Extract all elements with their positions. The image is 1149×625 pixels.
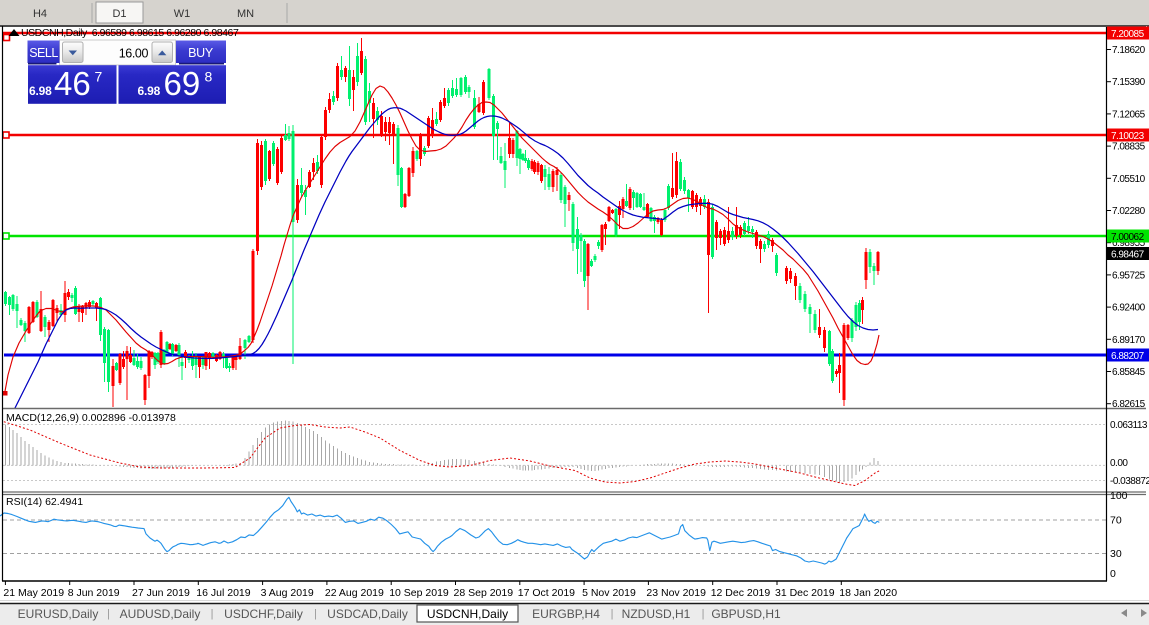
svg-text:0.00: 0.00 <box>1110 458 1128 469</box>
svg-text:AUDUSD,Daily: AUDUSD,Daily <box>120 607 201 621</box>
svg-text:7.00062: 7.00062 <box>1111 232 1145 243</box>
svg-text:7: 7 <box>95 69 103 85</box>
svg-text:21 May 2019: 21 May 2019 <box>3 587 64 599</box>
svg-text:MN: MN <box>237 8 254 20</box>
svg-text:7.20085: 7.20085 <box>1111 29 1145 40</box>
svg-text:6.85845: 6.85845 <box>1112 367 1146 378</box>
svg-text:USDCAD,Daily: USDCAD,Daily <box>327 607 408 621</box>
svg-text:SELL: SELL <box>29 46 58 60</box>
svg-text:|: | <box>611 608 614 620</box>
svg-text:69: 69 <box>164 65 201 102</box>
svg-text:5 Nov 2019: 5 Nov 2019 <box>582 587 636 599</box>
svg-text:7.08835: 7.08835 <box>1112 142 1146 153</box>
svg-text:D1: D1 <box>112 8 126 20</box>
svg-text:RSI(14) 62.4941: RSI(14) 62.4941 <box>6 496 83 508</box>
svg-text:7.05510: 7.05510 <box>1112 174 1146 185</box>
svg-text:7.02280: 7.02280 <box>1112 206 1146 217</box>
svg-text:70: 70 <box>1110 515 1122 527</box>
svg-text:MACD(12,26,9) 0.002896 -0.0139: MACD(12,26,9) 0.002896 -0.013978 <box>6 412 176 424</box>
svg-text:6.98467: 6.98467 <box>1111 249 1145 260</box>
svg-text:23 Nov 2019: 23 Nov 2019 <box>646 587 706 599</box>
svg-text:7.12065: 7.12065 <box>1112 109 1146 120</box>
svg-text:12 Dec 2019: 12 Dec 2019 <box>711 587 771 599</box>
svg-text:USDCHF,Daily: USDCHF,Daily <box>224 607 303 621</box>
svg-text:10 Sep 2019: 10 Sep 2019 <box>389 587 449 599</box>
svg-text:6.89170: 6.89170 <box>1112 335 1146 346</box>
svg-text:22 Aug 2019: 22 Aug 2019 <box>325 587 384 599</box>
svg-text:6.82615: 6.82615 <box>1112 399 1146 410</box>
svg-text:|: | <box>314 608 317 620</box>
svg-text:7.18620: 7.18620 <box>1112 45 1146 56</box>
svg-text:NZDUSD,H1: NZDUSD,H1 <box>622 607 691 621</box>
svg-text:0.063113: 0.063113 <box>1110 420 1148 431</box>
svg-text:USDCNH,Daily: USDCNH,Daily <box>427 607 508 621</box>
svg-text:0: 0 <box>1110 568 1116 580</box>
svg-text:|: | <box>211 608 214 620</box>
svg-text:|: | <box>107 608 110 620</box>
svg-text:8 Jun 2019: 8 Jun 2019 <box>68 587 120 599</box>
svg-text:|: | <box>702 608 705 620</box>
svg-text:18 Jan 2020: 18 Jan 2020 <box>839 587 897 599</box>
svg-text:7.10023: 7.10023 <box>1111 131 1145 142</box>
svg-text:31 Dec 2019: 31 Dec 2019 <box>775 587 835 599</box>
svg-text:W1: W1 <box>174 8 191 20</box>
svg-text:USDCNH,Daily 6.96589 6.98615: USDCNH,Daily 6.96589 6.98615 6.96280 6.9… <box>21 27 239 39</box>
svg-text:100: 100 <box>1110 490 1128 502</box>
svg-text:-0.038872: -0.038872 <box>1110 476 1149 487</box>
svg-text:17 Oct 2019: 17 Oct 2019 <box>518 587 575 599</box>
svg-text:EURUSD,Daily: EURUSD,Daily <box>18 607 99 621</box>
svg-text:GBPUSD,H1: GBPUSD,H1 <box>711 607 781 621</box>
svg-text:6.92400: 6.92400 <box>1112 303 1146 314</box>
svg-text:16.00: 16.00 <box>119 47 149 61</box>
svg-text:46: 46 <box>54 65 91 102</box>
svg-text:6.98: 6.98 <box>138 84 161 98</box>
svg-text:6.98955: 6.98955 <box>1112 238 1146 249</box>
svg-text:3 Aug 2019: 3 Aug 2019 <box>261 587 314 599</box>
svg-text:8: 8 <box>205 69 213 85</box>
svg-text:EURGBP,H4: EURGBP,H4 <box>532 607 600 621</box>
svg-text:6.95725: 6.95725 <box>1112 270 1146 281</box>
svg-text:28 Sep 2019: 28 Sep 2019 <box>454 587 514 599</box>
svg-text:6.98: 6.98 <box>29 84 52 98</box>
svg-text:27 Jun 2019: 27 Jun 2019 <box>132 587 190 599</box>
svg-text:16 Jul 2019: 16 Jul 2019 <box>196 587 250 599</box>
svg-text:6.88207: 6.88207 <box>1111 351 1145 362</box>
svg-text:30: 30 <box>1110 548 1122 560</box>
svg-text:7.15390: 7.15390 <box>1112 77 1146 88</box>
svg-text:H4: H4 <box>33 8 47 20</box>
svg-text:BUY: BUY <box>188 46 214 60</box>
